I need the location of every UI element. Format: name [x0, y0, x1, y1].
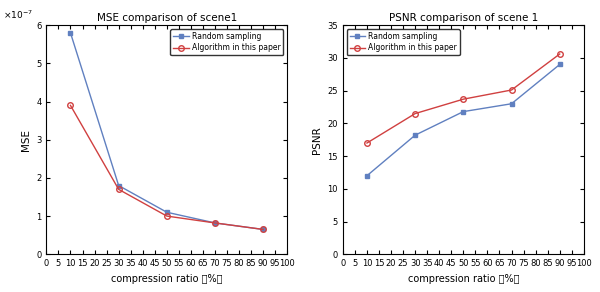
Algorithm in this paper — [460, 98, 467, 101]
Algorithm in this paper — [67, 104, 74, 107]
Algorithm in this paper — [412, 112, 419, 115]
Random sampling — [364, 174, 371, 178]
Text: $\times10^{-7}$: $\times10^{-7}$ — [3, 8, 33, 21]
Legend: Random sampling, Algorithm in this paper: Random sampling, Algorithm in this paper — [347, 29, 460, 55]
Title: PSNR comparison of scene 1: PSNR comparison of scene 1 — [389, 13, 538, 23]
Line: Random sampling: Random sampling — [365, 62, 562, 178]
Random sampling — [508, 102, 515, 105]
Random sampling — [115, 184, 122, 187]
Y-axis label: PSNR: PSNR — [312, 126, 322, 154]
Algorithm in this paper — [508, 88, 515, 92]
Algorithm in this paper — [115, 187, 122, 191]
Y-axis label: MSE: MSE — [20, 129, 31, 151]
Title: MSE comparison of scene1: MSE comparison of scene1 — [97, 13, 237, 23]
Line: Algorithm in this paper: Algorithm in this paper — [68, 102, 266, 232]
Random sampling — [412, 133, 419, 137]
Legend: Random sampling, Algorithm in this paper: Random sampling, Algorithm in this paper — [170, 29, 283, 55]
X-axis label: compression ratio （%）: compression ratio （%） — [111, 274, 223, 284]
Random sampling — [163, 211, 170, 214]
Random sampling — [211, 221, 218, 225]
Random sampling — [260, 228, 267, 231]
Algorithm in this paper — [556, 52, 563, 56]
Random sampling — [556, 63, 563, 66]
Line: Random sampling: Random sampling — [68, 30, 266, 232]
Algorithm in this paper — [163, 214, 170, 218]
Algorithm in this paper — [260, 228, 267, 231]
Line: Algorithm in this paper: Algorithm in this paper — [364, 51, 562, 146]
Random sampling — [67, 31, 74, 35]
Algorithm in this paper — [364, 141, 371, 145]
Algorithm in this paper — [211, 221, 218, 225]
Random sampling — [460, 110, 467, 113]
X-axis label: compression ratio （%）: compression ratio （%） — [407, 274, 519, 284]
